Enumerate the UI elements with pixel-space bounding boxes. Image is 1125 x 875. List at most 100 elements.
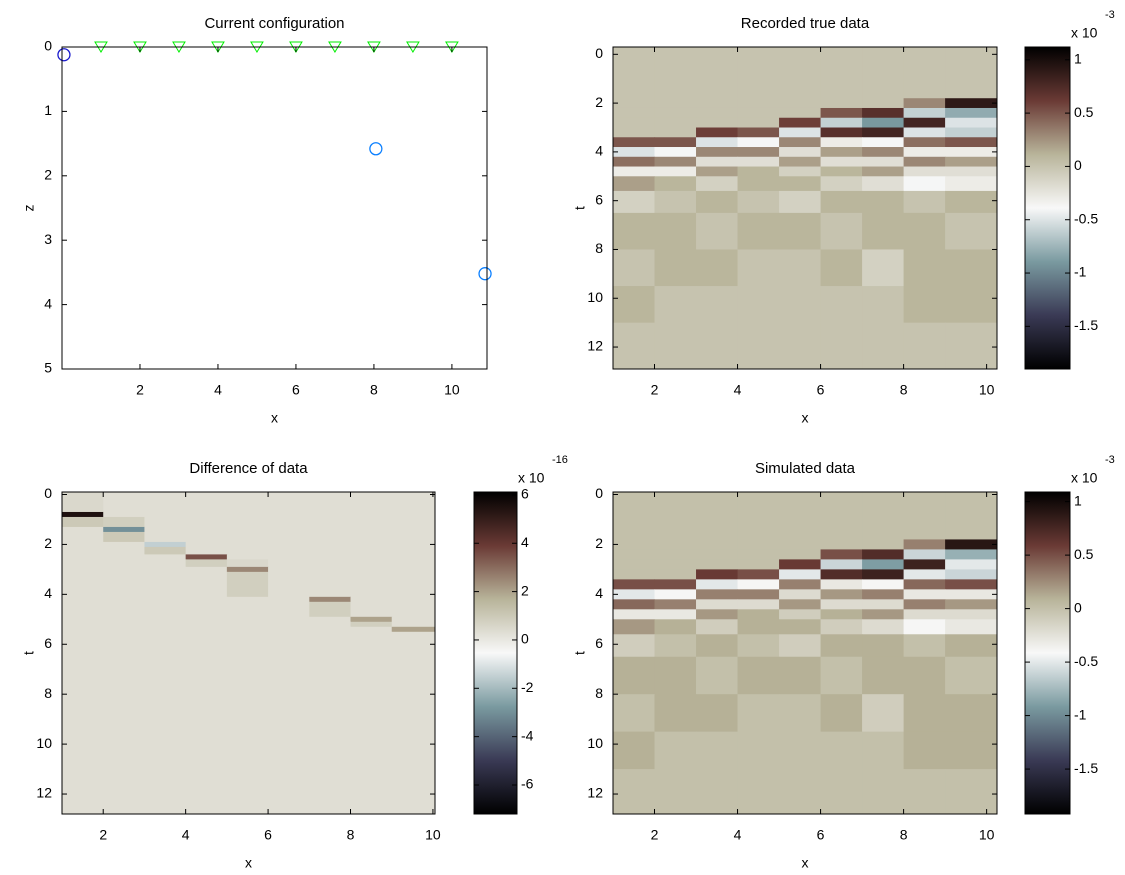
heatmap-cell [613,656,656,695]
colorbar-tick-label: 2 [521,582,529,598]
heatmap-cell [696,190,739,214]
heatmap-cell [654,322,697,370]
heatmap-cell [613,212,656,250]
heatmap-cell [779,286,822,324]
heatmap-cell [226,571,269,598]
y-tick-label: 6 [44,635,52,651]
y-tick-label: 2 [595,535,603,551]
heatmap-cell [185,626,228,633]
y-axis-label: t [572,651,588,655]
heatmap-cell [903,117,946,128]
heatmap-cell [737,190,780,214]
heatmap-cell [654,599,697,610]
heatmap-cell [862,599,905,610]
heatmap-cell [613,137,656,148]
heatmap-cell [945,539,998,550]
heatmap-cell [654,694,697,733]
heatmap-cell [862,137,905,148]
heatmap-cell [779,579,822,590]
heatmap-cell [185,601,228,618]
heatmap-cell [226,601,269,618]
heatmap-cell [696,656,739,695]
heatmap-cell [62,621,104,628]
heatmap-cell [779,147,822,158]
heatmap-cell [820,769,863,815]
heatmap-cell [696,609,739,620]
heatmap-cell [903,634,946,658]
y-tick-label: 10 [36,735,52,751]
heatmap-cell [62,541,104,548]
heatmap-cell [903,579,946,590]
heatmap-cell [613,589,656,600]
heatmap-cell [144,546,187,555]
y-tick-label: 6 [595,191,603,207]
axes-box [612,491,998,815]
heatmap-cell [391,616,436,623]
heatmap-cell [737,609,780,620]
heatmap-cell [945,619,998,635]
heatmap-cell [185,631,228,815]
heatmap-cell [862,190,905,214]
heatmap-cell [820,117,863,128]
heatmap-cell [309,554,352,560]
x-tick-label: 4 [734,382,742,398]
colorbar-exponent: -3 [1105,454,1115,466]
heatmap-cell [862,634,905,658]
heatmap-cell [820,579,863,590]
heatmap-cell [654,47,697,99]
heatmap-cell [862,322,905,370]
heatmap-cell [654,619,697,635]
x-axis-label: x [245,855,252,871]
heatmap-cell [862,98,905,109]
heatmap-cell [945,599,998,610]
heatmap-cell [820,190,863,214]
heatmap-cell [309,601,352,618]
colorbar [473,491,518,815]
heatmap-cell [103,554,145,560]
heatmap-cell [62,516,104,528]
heatmap-cell [779,176,822,192]
heatmap-cell [391,631,436,815]
heatmap-cell [144,566,187,573]
x-tick-label: 8 [370,382,378,398]
colorbar-tick-label: -2 [521,679,534,695]
heatmap-cell [779,190,822,214]
heatmap-cell [945,47,998,99]
heatmap-cell [903,190,946,214]
heatmap-cell [820,569,863,580]
heatmap-cell [613,190,656,214]
heatmap-cell [391,546,436,555]
x-tick-label: 2 [651,827,659,843]
heatmap-cell [945,156,998,168]
heatmap-cell [613,147,656,158]
heatmap-cell [103,596,145,603]
heatmap-cell [391,626,436,633]
heatmap-cell [903,98,946,109]
heatmap-cell [737,569,780,580]
colorbar [1024,46,1071,370]
heatmap-cell [613,156,656,168]
heatmap-cell [309,596,352,603]
heatmap-cell [309,616,352,623]
heatmap-cell [779,322,822,370]
heatmap-cell [144,516,187,528]
heatmap-cell [185,616,228,623]
heatmap-cell [945,694,998,733]
heatmap-cell [779,599,822,610]
heatmap-cell [226,516,269,528]
heatmap-cell [268,626,310,633]
heatmap-cell [350,571,393,598]
heatmap-cell [654,634,697,658]
heatmap-cell [185,492,228,513]
heatmap-cell [903,619,946,635]
heatmap-cell [862,559,905,570]
x-tick-label: 8 [900,827,908,843]
y-tick-label: 1 [44,102,52,118]
x-tick-label: 10 [979,827,995,843]
colorbar-tick-label: 6 [521,486,529,502]
heatmap-cell [820,47,863,99]
heatmap-cell [945,589,998,600]
x-tick-label: 4 [734,827,742,843]
heatmap-cell [779,549,822,560]
